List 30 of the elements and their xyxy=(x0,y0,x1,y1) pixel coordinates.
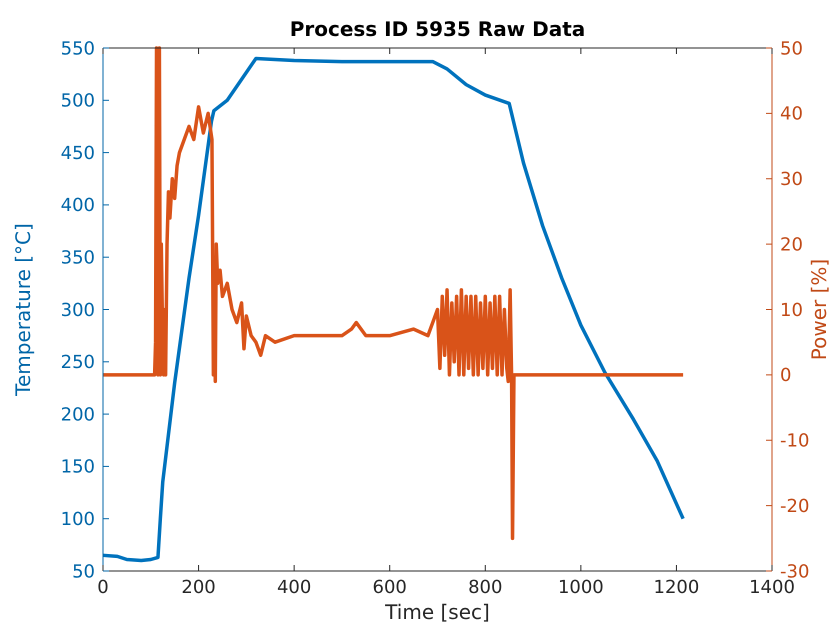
y-tick-label: 50 xyxy=(72,561,95,582)
y-tick-label: 350 xyxy=(60,248,95,268)
x-axis-title: Time [sec] xyxy=(384,600,490,624)
x-tick-label: 0 xyxy=(97,577,109,598)
chart-title: Process ID 5935 Raw Data xyxy=(290,17,586,41)
x-tick-label: 200 xyxy=(181,577,216,598)
y2-axis-title: Power [%] xyxy=(807,258,831,360)
y2-tick-label: 30 xyxy=(780,169,803,190)
y2-tick-label: -20 xyxy=(780,496,810,517)
y2-tick-label: 0 xyxy=(780,365,792,386)
y2-tick-label: 40 xyxy=(780,104,803,125)
y-tick-label: 150 xyxy=(60,456,95,478)
x-tick-label: 1200 xyxy=(654,577,700,598)
y-tick-label: 300 xyxy=(60,300,95,321)
y2-tick-label: 20 xyxy=(780,234,803,256)
y-tick-label: 400 xyxy=(60,195,95,216)
y-tick-label: 100 xyxy=(60,509,95,530)
y-tick-label: 250 xyxy=(60,352,95,374)
y2-tick-label: -10 xyxy=(780,430,810,452)
y-tick-label: 200 xyxy=(60,404,95,426)
y2-tick-label: 50 xyxy=(780,38,803,60)
y-tick-label: 550 xyxy=(60,38,95,60)
y-tick-label: 450 xyxy=(60,142,95,164)
x-tick-label: 600 xyxy=(372,577,407,598)
y-tick-label: 500 xyxy=(60,90,95,112)
x-tick-label: 800 xyxy=(468,577,502,598)
x-tick-label: 400 xyxy=(276,577,312,598)
y-axis-title: Temperature [°C] xyxy=(11,223,35,397)
y2-tick-label: 10 xyxy=(780,300,803,321)
x-tick-label: 1000 xyxy=(558,577,604,598)
